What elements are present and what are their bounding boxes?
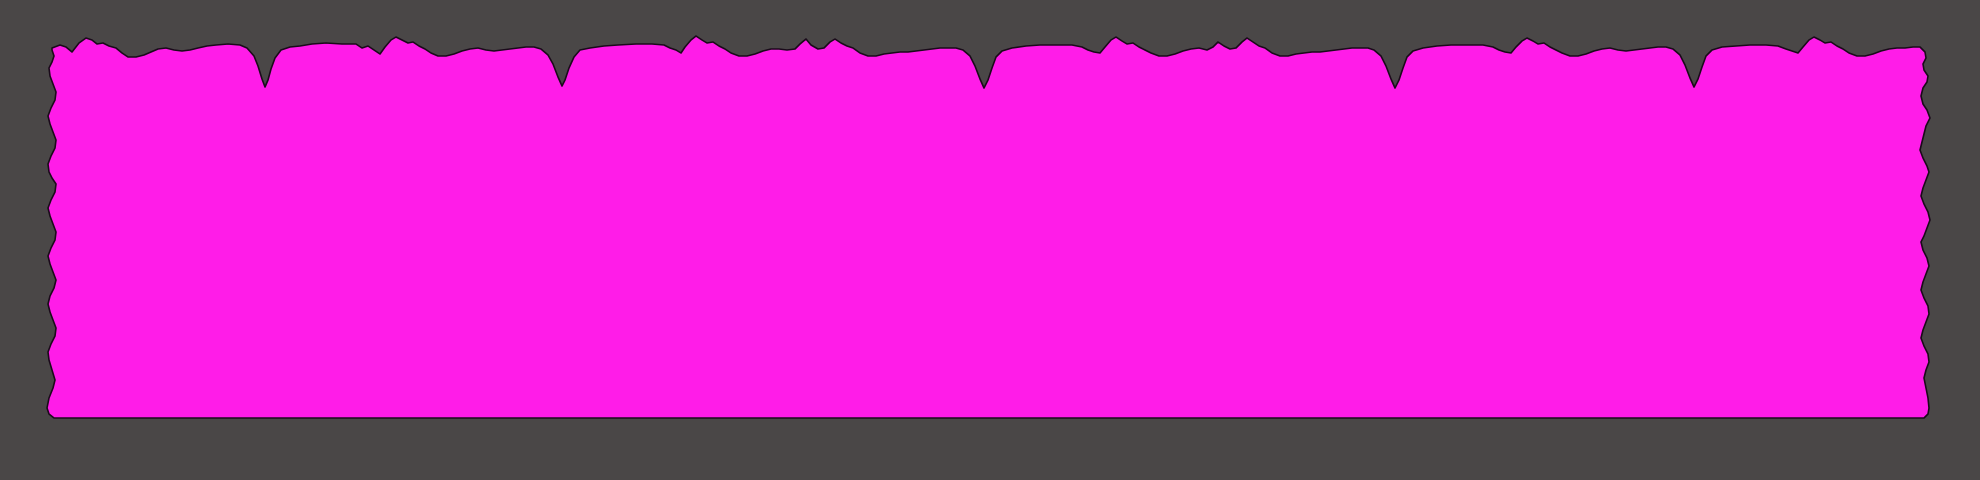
magenta-terrain-block <box>46 35 1931 419</box>
